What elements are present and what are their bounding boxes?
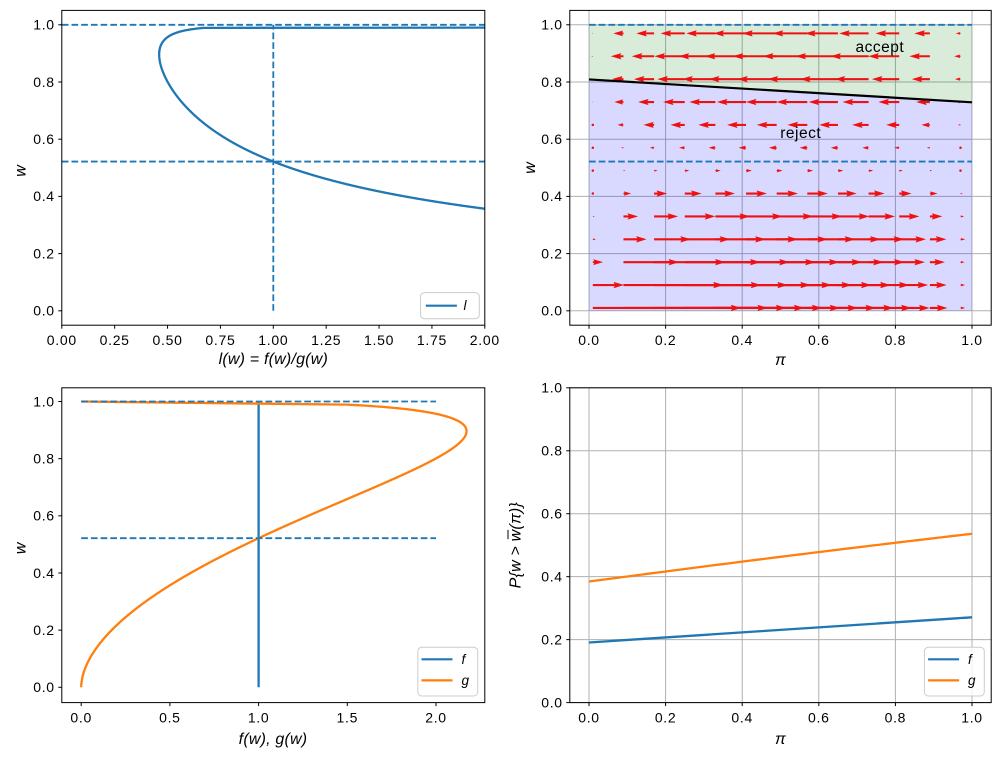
svg-text:0.2: 0.2 (655, 332, 677, 348)
svg-text:1.0: 1.0 (961, 332, 983, 348)
svg-text:P{w > w̅(π)}: P{w > w̅(π)} (507, 502, 525, 589)
svg-text:1.0: 1.0 (248, 709, 270, 725)
svg-text:0.8: 0.8 (541, 74, 563, 90)
svg-text:w: w (13, 541, 30, 554)
svg-text:0.8: 0.8 (33, 450, 55, 466)
svg-text:0.2: 0.2 (33, 622, 55, 638)
svg-text:reject: reject (780, 125, 821, 142)
svg-text:1.75: 1.75 (417, 332, 447, 348)
svg-text:w: w (522, 161, 539, 174)
svg-text:0.6: 0.6 (808, 709, 830, 725)
svg-text:0.0: 0.0 (70, 709, 92, 725)
svg-text:0.2: 0.2 (541, 631, 563, 647)
svg-text:0.4: 0.4 (731, 332, 753, 348)
svg-text:0.8: 0.8 (541, 443, 563, 459)
svg-text:0.75: 0.75 (205, 332, 235, 348)
svg-text:0.50: 0.50 (153, 332, 183, 348)
svg-text:π: π (775, 352, 786, 369)
svg-text:g: g (462, 673, 470, 688)
svg-text:1.5: 1.5 (337, 709, 359, 725)
svg-text:accept: accept (855, 39, 904, 56)
svg-text:g: g (968, 673, 976, 688)
svg-text:1.0: 1.0 (541, 17, 563, 33)
svg-text:2.00: 2.00 (470, 332, 500, 348)
svg-text:l(w) = f(w)/g(w): l(w) = f(w)/g(w) (219, 351, 328, 368)
svg-text:0.4: 0.4 (33, 188, 55, 204)
svg-text:0.8: 0.8 (33, 74, 55, 90)
svg-text:0.4: 0.4 (541, 188, 563, 204)
svg-text:0.5: 0.5 (159, 709, 181, 725)
svg-text:0.6: 0.6 (541, 506, 563, 522)
svg-text:0.6: 0.6 (808, 332, 830, 348)
svg-text:0.0: 0.0 (541, 303, 563, 319)
svg-text:π: π (775, 731, 786, 748)
svg-text:w: w (13, 164, 30, 177)
svg-text:0.6: 0.6 (541, 131, 563, 147)
svg-text:0.0: 0.0 (578, 332, 600, 348)
svg-text:0.4: 0.4 (541, 568, 563, 584)
svg-text:0.4: 0.4 (33, 565, 55, 581)
svg-text:0.2: 0.2 (655, 709, 677, 725)
svg-text:0.8: 0.8 (885, 332, 907, 348)
svg-text:0.25: 0.25 (100, 332, 130, 348)
svg-text:1.50: 1.50 (364, 332, 394, 348)
svg-text:0.2: 0.2 (541, 245, 563, 261)
svg-text:0.6: 0.6 (33, 508, 55, 524)
svg-text:f: f (968, 652, 973, 667)
svg-text:0.4: 0.4 (731, 709, 753, 725)
svg-text:2.0: 2.0 (425, 709, 447, 725)
svg-text:f: f (462, 652, 467, 667)
svg-text:0.0: 0.0 (541, 694, 563, 710)
svg-text:0.0: 0.0 (33, 303, 55, 319)
svg-text:0.8: 0.8 (885, 709, 907, 725)
svg-text:0.2: 0.2 (33, 245, 55, 261)
svg-text:1.00: 1.00 (258, 332, 288, 348)
svg-text:1.0: 1.0 (961, 709, 983, 725)
svg-text:1.0: 1.0 (541, 380, 563, 396)
svg-text:1.0: 1.0 (33, 393, 55, 409)
svg-text:l: l (464, 298, 468, 313)
svg-text:0.6: 0.6 (33, 131, 55, 147)
svg-text:0.0: 0.0 (33, 679, 55, 695)
svg-text:0.00: 0.00 (47, 332, 77, 348)
svg-text:0.0: 0.0 (578, 709, 600, 725)
svg-text:1.25: 1.25 (311, 332, 341, 348)
svg-text:f(w), g(w): f(w), g(w) (239, 731, 308, 748)
svg-text:1.0: 1.0 (33, 17, 55, 33)
